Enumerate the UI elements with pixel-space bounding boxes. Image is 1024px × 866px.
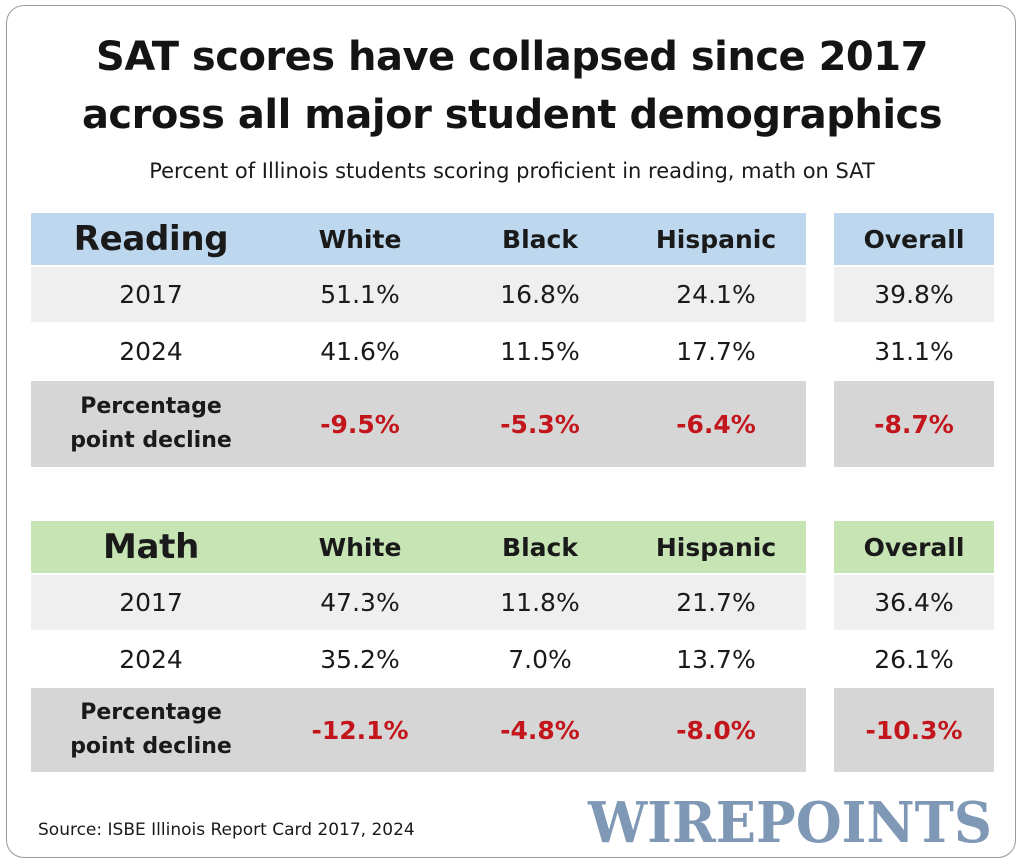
table-cell: 21.7%	[676, 588, 756, 617]
table-cell: 41.6%	[320, 337, 400, 366]
reading-row-2017: 2017 51.1% 16.8% 24.1% 39.8%	[0, 267, 1024, 322]
table-cell: 7.0%	[508, 645, 572, 674]
source-note: Source: ISBE Illinois Report Card 2017, …	[38, 820, 415, 840]
row-label-year: 2024	[119, 645, 183, 674]
decline-cell: -12.1%	[311, 715, 409, 745]
wirepoints-logo: WIREPOINTS	[587, 790, 992, 850]
chart-subtitle: Percent of Illinois students scoring pro…	[149, 159, 875, 183]
row-label-decline-line-2: point decline	[70, 428, 232, 453]
decline-cell: -5.3%	[500, 409, 580, 439]
row-label-decline-line-2: point decline	[70, 734, 232, 759]
row-label-decline-line-1: Percentage	[80, 700, 222, 725]
decline-cell: -8.0%	[676, 715, 756, 745]
row-label-decline: Percentage point decline	[41, 688, 261, 772]
decline-cell: -9.5%	[320, 409, 400, 439]
decline-cell: -10.3%	[865, 715, 963, 745]
table-cell: 24.1%	[676, 280, 756, 309]
column-header-hispanic: Hispanic	[655, 532, 777, 562]
reading-row-2024: 2024 41.6% 11.5% 17.7% 31.1%	[0, 324, 1024, 379]
column-header-hispanic: Hispanic	[655, 224, 777, 254]
reading-table-title: Reading	[73, 219, 229, 259]
chart-title-line-1: SAT scores have collapsed since 2017	[96, 34, 928, 80]
table-cell: 35.2%	[320, 645, 400, 674]
row-label-decline-line-1: Percentage	[80, 394, 222, 419]
wirepoints-logo-text: WIREPOINTS	[587, 790, 992, 850]
table-cell: 51.1%	[320, 280, 400, 309]
column-header-black: Black	[502, 532, 578, 562]
table-cell: 13.7%	[676, 645, 756, 674]
decline-cell: -8.7%	[874, 409, 954, 439]
reading-row-decline: Percentage point decline -9.5% -5.3% -6.…	[0, 381, 1024, 467]
column-header-overall: Overall	[863, 224, 965, 254]
decline-cell: -4.8%	[500, 715, 580, 745]
table-cell: 26.1%	[874, 645, 954, 674]
math-row-decline: Percentage point decline -12.1% -4.8% -8…	[0, 688, 1024, 772]
row-label-year: 2024	[119, 337, 183, 366]
row-label-year: 2017	[119, 588, 183, 617]
table-cell: 47.3%	[320, 588, 400, 617]
table-cell: 17.7%	[676, 337, 756, 366]
table-cell: 31.1%	[874, 337, 954, 366]
column-header-white: White	[318, 532, 402, 562]
column-header-black: Black	[502, 224, 578, 254]
table-cell: 11.5%	[500, 337, 580, 366]
table-cell: 11.8%	[500, 588, 580, 617]
row-label-decline: Percentage point decline	[41, 381, 261, 467]
table-cell: 39.8%	[874, 280, 954, 309]
row-label-year: 2017	[119, 280, 183, 309]
math-header-row: Math White Black Hispanic Overall	[0, 521, 1024, 573]
chart-title-line-2: across all major student demographics	[81, 92, 943, 138]
decline-cell: -6.4%	[676, 409, 756, 439]
math-row-2017: 2017 47.3% 11.8% 21.7% 36.4%	[0, 575, 1024, 630]
column-header-overall: Overall	[863, 532, 965, 562]
math-table-title: Math	[102, 527, 200, 567]
math-row-2024: 2024 35.2% 7.0% 13.7% 26.1%	[0, 632, 1024, 687]
reading-header-row: Reading White Black Hispanic Overall	[0, 213, 1024, 265]
column-header-white: White	[318, 224, 402, 254]
table-cell: 16.8%	[500, 280, 580, 309]
table-cell: 36.4%	[874, 588, 954, 617]
